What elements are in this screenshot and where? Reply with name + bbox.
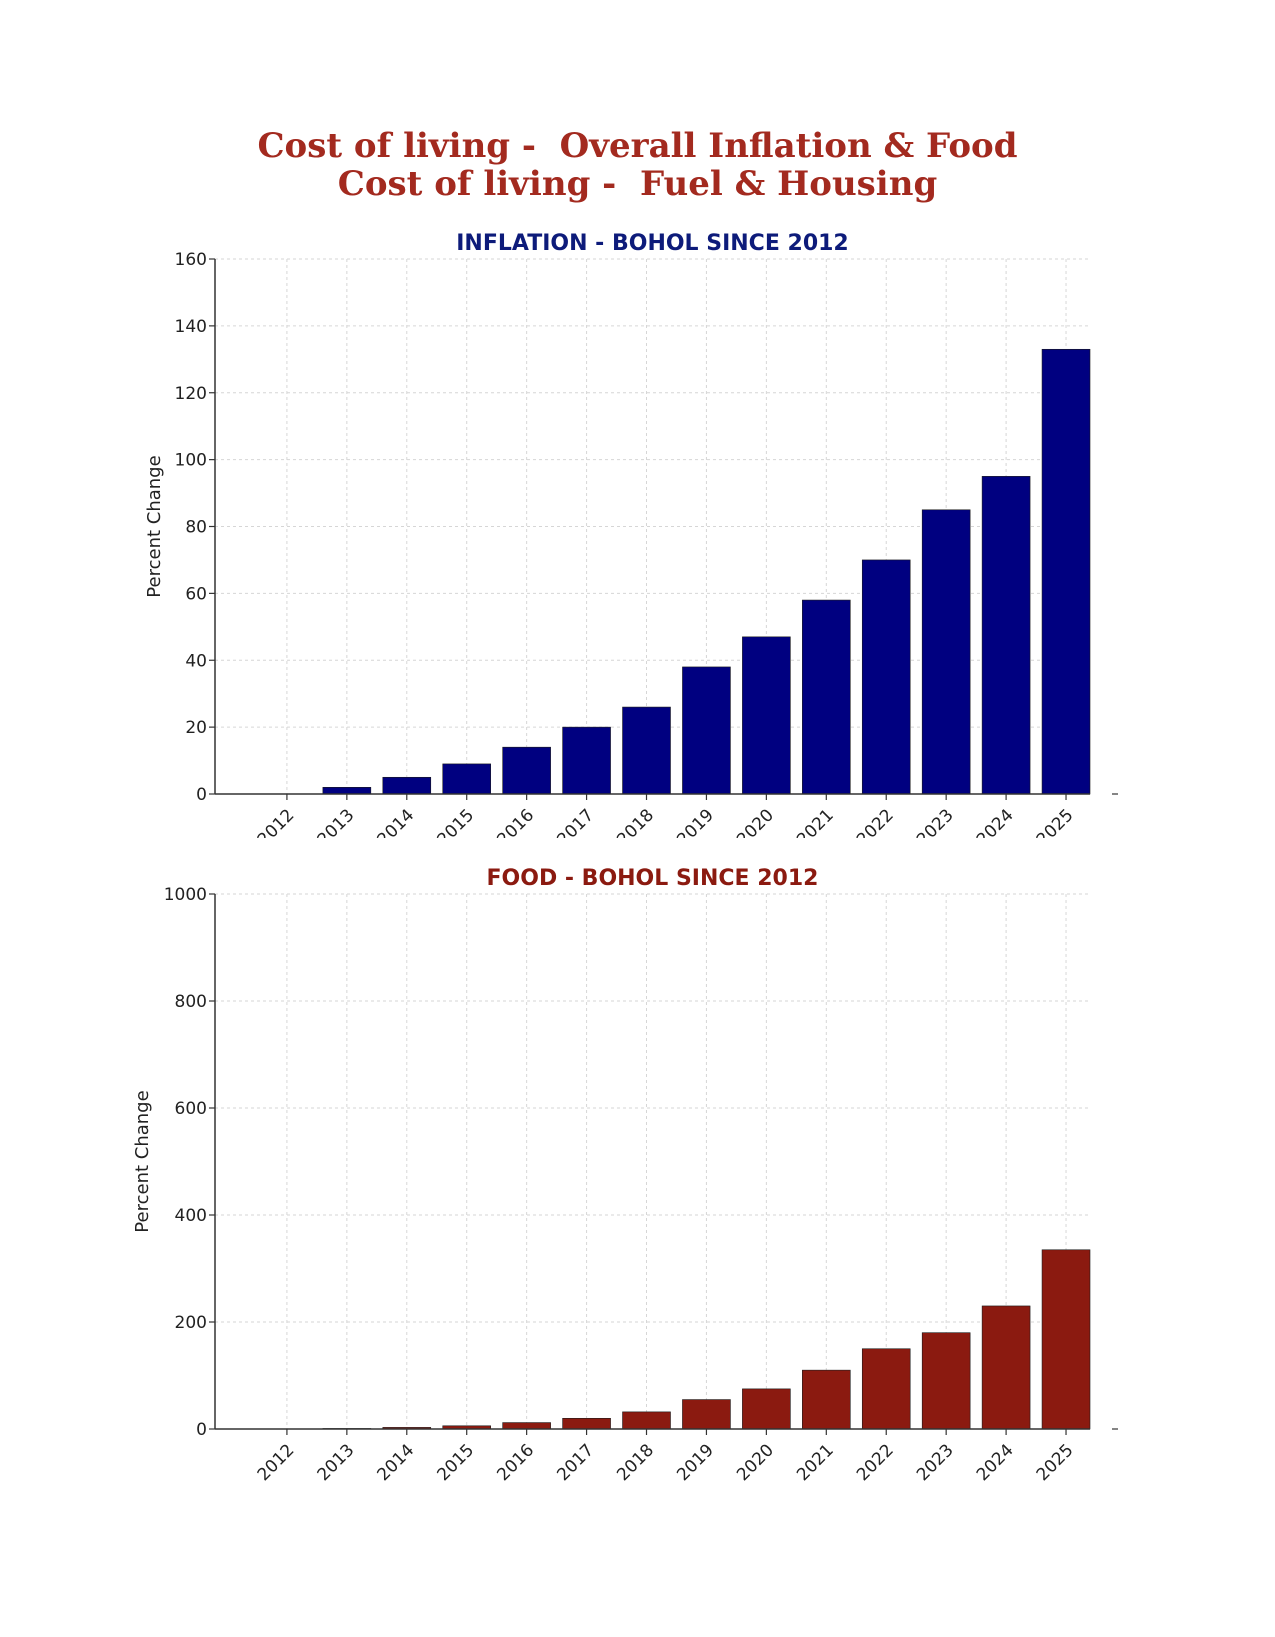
page-title-line-1: Cost of living - Overall Inflation & Foo… — [257, 126, 1018, 166]
x-tick-label: 2025 — [1033, 1440, 1078, 1485]
page-title-line-2: Cost of living - Fuel & Housing — [337, 164, 938, 204]
y-tick-label: 0 — [196, 785, 207, 805]
bar-2013 — [322, 787, 372, 795]
y-tick-label: 140 — [175, 317, 207, 337]
x-tick-label: 2012 — [254, 805, 299, 838]
bar-2020 — [742, 636, 791, 795]
y-axis-label: Percent Change — [144, 455, 165, 597]
x-tick-label: 2019 — [673, 1440, 718, 1485]
y-axis-label: Percent Change — [132, 1090, 153, 1232]
x-tick-label: 2014 — [374, 1440, 419, 1485]
bar-2018 — [622, 1411, 671, 1430]
bar-2020 — [742, 1388, 791, 1430]
x-tick-label: 2023 — [913, 1440, 958, 1485]
bar-2021 — [802, 599, 851, 795]
food-chart: FOOD - BOHOL SINCE 2012 0 200 400 600 800 1000… — [132, 866, 1118, 1485]
bar-2023 — [921, 509, 971, 795]
y-tick-label: 800 — [175, 992, 207, 1012]
x-tick-label: 2013 — [314, 805, 359, 838]
bar-2019 — [682, 1399, 731, 1430]
y-tick-label: 0 — [196, 1420, 207, 1440]
y-tick-label: 200 — [175, 1313, 207, 1333]
x-tick-label: 2015 — [434, 1440, 479, 1485]
chart-title: INFLATION - BOHOL SINCE 2012 — [456, 231, 849, 256]
y-tick-label: 20 — [185, 718, 207, 738]
y-tick-label: 400 — [175, 1206, 207, 1226]
chart-title: FOOD - BOHOL SINCE 2012 — [487, 866, 819, 891]
y-tick-label: 60 — [185, 584, 207, 604]
bar-2024 — [981, 476, 1031, 795]
y-tick-label: 100 — [175, 451, 207, 471]
x-tick-label: 2024 — [973, 805, 1018, 838]
bar-2025 — [1041, 1249, 1091, 1430]
x-tick-label: 2020 — [733, 1440, 778, 1485]
x-tick-label: 2022 — [853, 1440, 898, 1485]
x-tick-label: 2015 — [434, 805, 479, 838]
x-tick-label: 2020 — [733, 805, 778, 838]
bar-2015 — [442, 763, 491, 795]
bar-2023 — [921, 1332, 971, 1430]
x-tick-label: 2021 — [793, 805, 838, 838]
bar-2017 — [562, 1417, 611, 1430]
bar-2024 — [981, 1305, 1031, 1430]
bar-2019 — [682, 666, 731, 795]
x-tick-label: 2016 — [493, 1440, 538, 1485]
inflation-chart: INFLATION - BOHOL SINCE 2012 0 20 40 60 80 100… — [144, 231, 1118, 838]
x-tick-label: 2025 — [1033, 805, 1078, 838]
x-tick-label: 2021 — [793, 1440, 838, 1485]
x-tick-label: 2014 — [374, 805, 419, 838]
bar-2016 — [502, 746, 551, 795]
x-tick-label: 2018 — [613, 805, 658, 838]
bar-2022 — [861, 1348, 911, 1430]
y-tick-label: 160 — [175, 250, 207, 270]
x-tick-label: 2019 — [673, 805, 718, 838]
bar-2025 — [1041, 348, 1091, 795]
x-tick-label: 2017 — [553, 805, 598, 838]
y-tick-label: 1000 — [164, 885, 207, 905]
x-tick-label: 2017 — [553, 1440, 598, 1485]
y-tick-label: 120 — [175, 384, 207, 404]
bar-2022 — [861, 559, 911, 795]
bar-2016 — [502, 1422, 551, 1430]
x-tick-label: 2016 — [493, 805, 538, 838]
x-tick-label: 2018 — [613, 1440, 658, 1485]
x-tick-label: 2024 — [973, 1440, 1018, 1485]
x-tick-label: 2013 — [314, 1440, 359, 1485]
x-tick-label: 2012 — [254, 1440, 299, 1485]
bar-2014 — [382, 776, 432, 795]
x-tick-label: 2023 — [913, 805, 958, 838]
x-tick-label: 2022 — [853, 805, 898, 838]
y-tick-label: 40 — [185, 651, 207, 671]
bar-2017 — [562, 726, 611, 795]
y-tick-label: 600 — [175, 1099, 207, 1119]
bar-2018 — [622, 706, 671, 795]
y-tick-label: 80 — [185, 518, 207, 538]
bar-2021 — [802, 1369, 851, 1430]
